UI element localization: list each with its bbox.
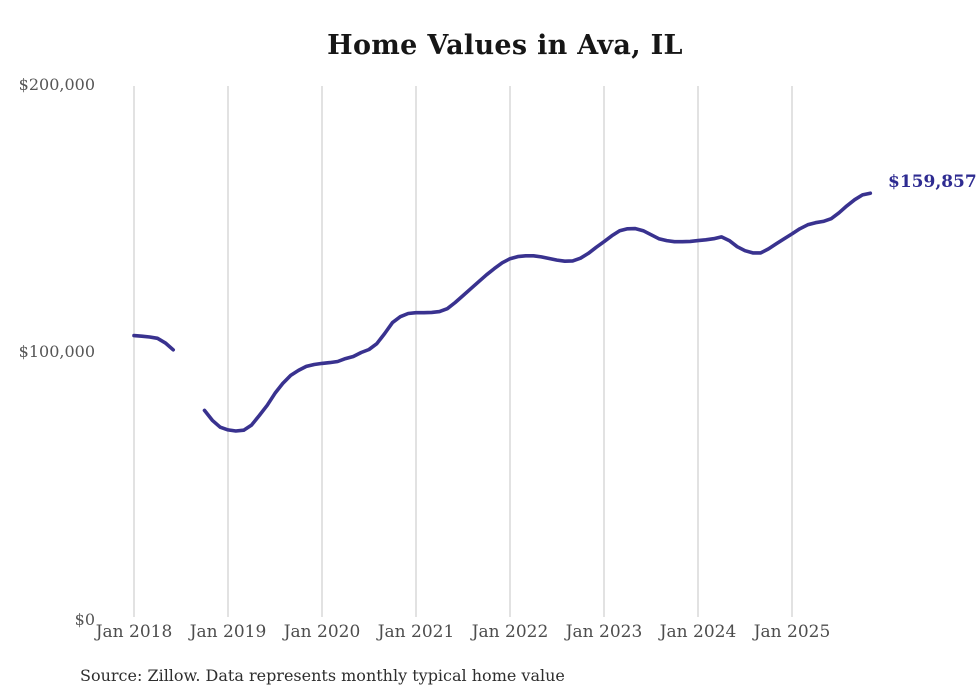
x-axis-tick-label: Jan 2025 — [753, 622, 831, 642]
x-axis-tick-label: Jan 2018 — [95, 622, 173, 642]
x-axis-tick-label: Jan 2022 — [471, 622, 549, 642]
chart-title: Home Values in Ava, IL — [327, 30, 683, 61]
y-axis-tick-label: $200,000 — [18, 75, 95, 94]
x-axis-tick-label: Jan 2023 — [565, 622, 643, 642]
y-axis-tick-label: $0 — [74, 610, 95, 629]
latest-value-label: $159,857 — [888, 172, 977, 192]
x-axis-tick-label: Jan 2021 — [377, 622, 455, 642]
source-note: Source: Zillow. Data represents monthly … — [80, 666, 565, 685]
home-value-line — [132, 333, 175, 352]
y-axis-tick-label: $100,000 — [18, 342, 95, 361]
home-value-line — [202, 191, 873, 433]
x-axis-tick-label: Jan 2020 — [283, 622, 361, 642]
x-axis-tick-label: Jan 2019 — [189, 622, 267, 642]
x-axis-tick-label: Jan 2024 — [659, 622, 737, 642]
